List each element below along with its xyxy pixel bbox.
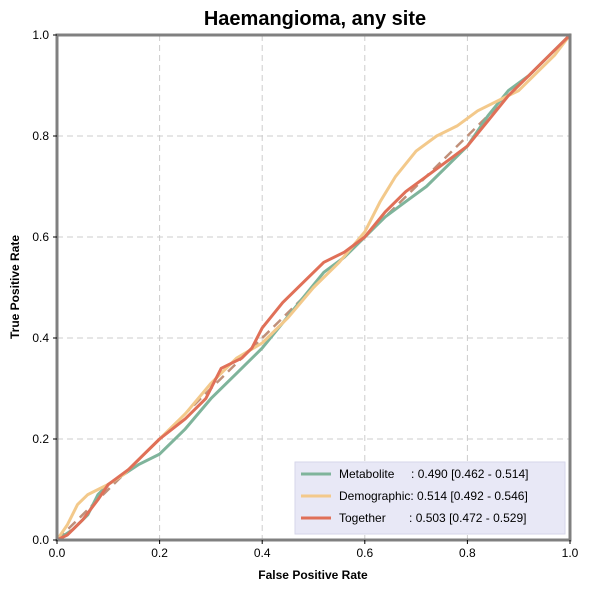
series-line-demographic: [55, 33, 572, 542]
y-tick-label: 0.0: [32, 533, 49, 547]
legend-label: Metabolite : 0.490 [0.462 - 0.514]: [339, 467, 528, 481]
legend: Metabolite : 0.490 [0.462 - 0.514] Demogr…: [294, 461, 566, 535]
y-axis-label: True Positive Rate: [8, 235, 22, 339]
x-tick-label: 1.0: [562, 546, 579, 560]
series-line-together: [55, 33, 572, 542]
x-tick-label: 0.2: [151, 546, 168, 560]
y-tick-label: 1.0: [32, 28, 49, 42]
x-tick-label: 0.6: [356, 546, 373, 560]
legend-label: Together : 0.503 [0.472 - 0.529]: [339, 511, 526, 525]
x-tick-label: 0.0: [49, 546, 66, 560]
x-tick-label: 0.4: [254, 546, 271, 560]
series-layer: [55, 33, 572, 542]
x-tick-label: 0.8: [459, 546, 476, 560]
x-axis-label: False Positive Rate: [258, 568, 368, 582]
plot-frame: [55, 33, 572, 542]
legend-label: Demographic: 0.514 [0.492 - 0.546]: [339, 489, 528, 503]
y-tick-label: 0.4: [32, 331, 49, 345]
legend-box: [294, 461, 566, 535]
y-tick-label: 0.2: [32, 432, 49, 446]
chart-title: Haemangioma, any site: [204, 8, 426, 30]
y-tick-label: 0.6: [32, 230, 49, 244]
tick-labels: 0.0 0.2 0.4 0.6 0.8 1.0 0.0 0.2 0.4 0.6 0.8 1.0: [32, 28, 578, 560]
y-tick-label: 0.8: [32, 129, 49, 143]
